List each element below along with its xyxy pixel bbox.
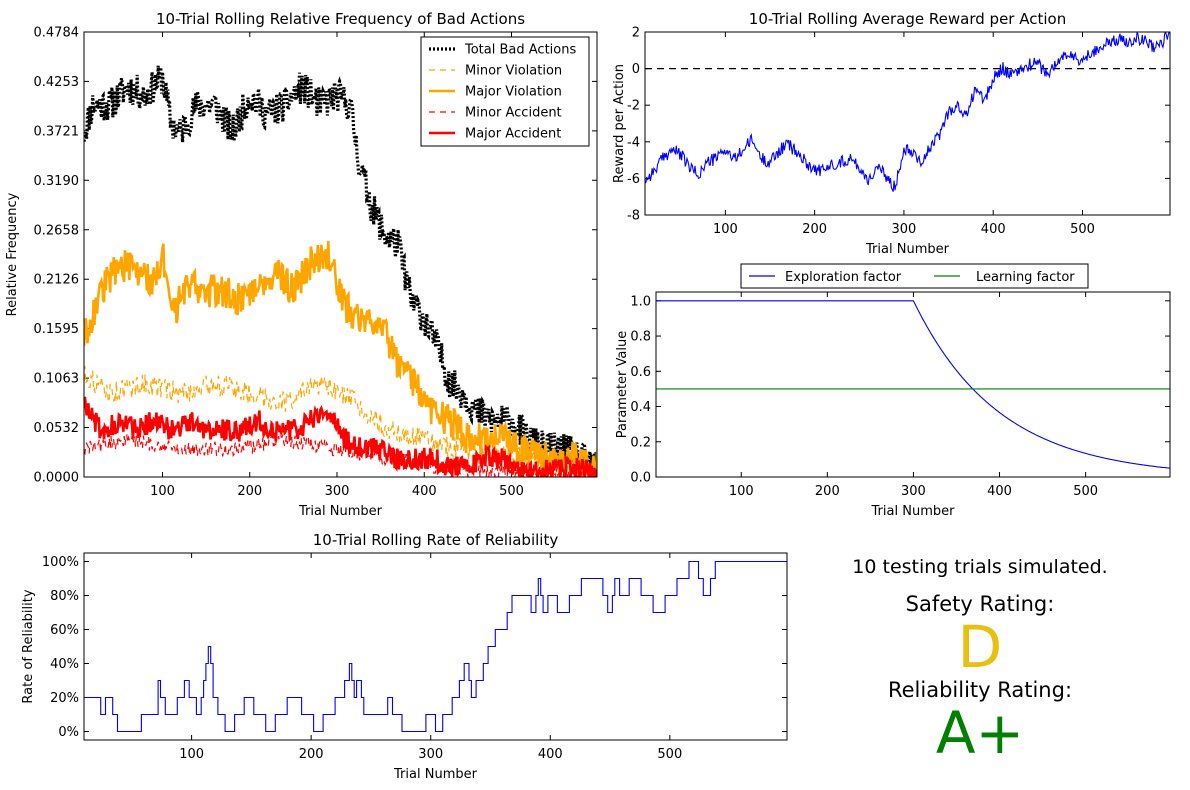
legend-label: Major Accident — [465, 127, 561, 142]
legend-frame — [740, 263, 1089, 289]
reliability-rating-label: Reliability Rating: — [887, 678, 1073, 702]
series-line-0 — [645, 32, 1170, 192]
y-tick-label: 0.4 — [630, 400, 651, 415]
series-line-2 — [84, 240, 597, 477]
y-tick-label: 0.0000 — [34, 471, 80, 486]
x-tick-label: 100 — [179, 747, 204, 762]
x-tick-label: 300 — [418, 747, 443, 762]
chart-parameters: Trial Number Parameter Value 100 200 300 400 5… — [615, 263, 1171, 519]
x-axis-label: Trial Number — [298, 504, 383, 519]
x-tick-label: 400 — [987, 484, 1012, 499]
y-tick-label: 0.2126 — [34, 273, 80, 288]
plot-area — [84, 560, 787, 733]
y-axis-label: Relative Frequency — [5, 192, 20, 316]
y-tick-label: 0.2 — [630, 435, 651, 450]
y-tick-label: 2 — [632, 26, 640, 41]
x-tick-label: 500 — [657, 747, 682, 762]
y-tick-label: 0.4253 — [34, 75, 80, 90]
x-tick-label: 500 — [1073, 484, 1098, 499]
y-tick-label: 0.4784 — [34, 26, 80, 41]
x-tick-label: 400 — [538, 747, 563, 762]
plot-frame — [644, 31, 1171, 216]
y-tick-label: 80% — [50, 589, 79, 604]
x-tick-label: 100 — [713, 222, 738, 237]
legend-label: Minor Accident — [465, 106, 562, 121]
x-tick-label: 300 — [325, 484, 350, 499]
y-tick-label: -6 — [627, 172, 640, 187]
y-axis-label: Rate of Reliability — [21, 589, 36, 703]
y-axis-label: Parameter Value — [615, 331, 630, 438]
y-tick-label: 60% — [50, 623, 79, 638]
x-tick-label: 500 — [1070, 222, 1095, 237]
y-axis-label: Reward per Action — [612, 64, 627, 183]
y-tick-label: 0.6 — [630, 365, 651, 380]
y-tick-label: 0 — [632, 62, 640, 77]
y-tick-label: 0.0 — [630, 471, 651, 486]
chart-reward: 10-Trial Rolling Average Reward per Acti… — [612, 10, 1171, 257]
x-tick-label: 100 — [729, 484, 754, 499]
series-line-0 — [84, 65, 597, 476]
testing-trials-text: 10 testing trials simulated. — [852, 556, 1108, 578]
chart-title: 10-Trial Rolling Average Reward per Acti… — [749, 10, 1066, 28]
y-tick-label: 0.3721 — [34, 124, 80, 139]
plot-frame — [655, 291, 1171, 478]
x-tick-label: 100 — [150, 484, 175, 499]
series-line-0 — [84, 560, 787, 733]
y-tick-label: 0.1063 — [34, 372, 80, 387]
x-tick-label: 200 — [802, 222, 827, 237]
legend-label: Minor Violation — [465, 64, 562, 79]
exploration-factor-line — [656, 300, 1170, 469]
summary-panel: 10 testing trials simulated. Safety Rati… — [800, 548, 1160, 762]
legend: Total Bad Actions Minor Violation Major Vi… — [420, 36, 590, 147]
y-tick-label: -4 — [627, 135, 640, 150]
x-axis-label: Trial Number — [871, 504, 956, 519]
y-tick-label: 0.1595 — [34, 322, 80, 337]
y-tick-label: 40% — [50, 657, 79, 672]
safety-rating-label: Safety Rating: — [905, 592, 1055, 616]
legend-label: Major Violation — [465, 85, 562, 100]
y-tick-label: -2 — [627, 99, 640, 114]
legend: Exploration factor Learning factor — [740, 263, 1089, 289]
chart-bad_actions: 10-Trial Rolling Relative Frequency of B… — [5, 10, 598, 519]
series-line-4 — [84, 396, 597, 477]
y-tick-label: 0.3190 — [34, 174, 80, 189]
plot-area — [84, 65, 597, 477]
legend-label: Exploration factor — [785, 270, 902, 285]
x-tick-label: 300 — [892, 222, 917, 237]
y-tick-label: 100% — [42, 555, 79, 570]
legend-label: Learning factor — [976, 270, 1075, 285]
x-tick-label: 300 — [901, 484, 926, 499]
plot-frame — [83, 552, 788, 741]
x-tick-label: 500 — [499, 484, 524, 499]
x-tick-label: 400 — [412, 484, 437, 499]
plot-area — [656, 300, 1170, 469]
chart-reliability: 10-Trial Rolling Rate of Reliability Tria… — [21, 531, 788, 782]
y-tick-label: 0.0532 — [34, 421, 80, 436]
y-tick-label: -8 — [627, 209, 640, 224]
legend-label: Total Bad Actions — [464, 43, 576, 58]
y-tick-label: 20% — [50, 691, 79, 706]
y-tick-label: 0.8 — [630, 330, 651, 345]
safety-rating-grade: D — [957, 613, 1003, 681]
reliability-rating-grade: A+ — [935, 699, 1025, 767]
x-tick-label: 200 — [237, 484, 262, 499]
plot-area — [645, 32, 1170, 192]
x-axis-label: Trial Number — [393, 767, 478, 782]
plot-frame — [83, 31, 598, 478]
y-tick-label: 0.2658 — [34, 223, 80, 238]
x-tick-label: 200 — [815, 484, 840, 499]
chart-title: 10-Trial Rolling Rate of Reliability — [313, 531, 559, 549]
x-tick-label: 400 — [981, 222, 1006, 237]
y-tick-label: 0% — [58, 725, 79, 740]
chart-title: 10-Trial Rolling Relative Frequency of B… — [156, 10, 525, 28]
y-tick-label: 1.0 — [630, 294, 651, 309]
x-tick-label: 200 — [299, 747, 324, 762]
x-axis-label: Trial Number — [865, 242, 950, 257]
